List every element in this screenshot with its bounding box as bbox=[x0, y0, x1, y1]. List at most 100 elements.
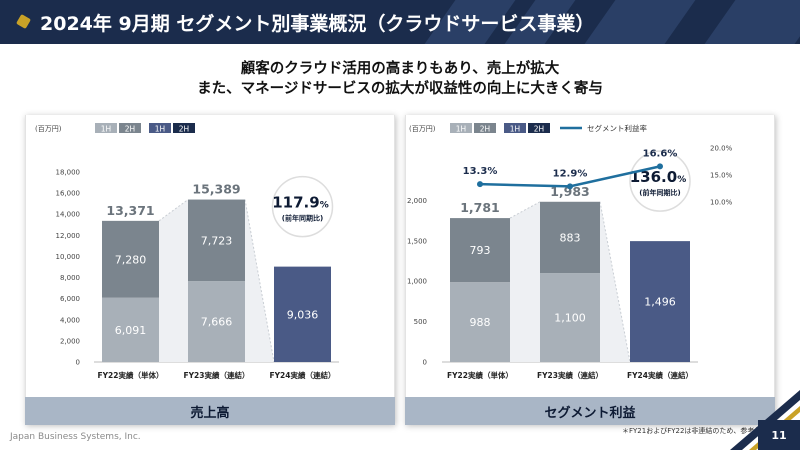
sales-connector-line bbox=[158, 199, 189, 222]
corner-decoration: 11 bbox=[730, 390, 800, 450]
profit-ytick-label: 2,000 bbox=[407, 197, 427, 205]
profit-line-legend-label: セグメント利益率 bbox=[587, 123, 647, 133]
sales-bar-1h-label: 6,091 bbox=[115, 324, 147, 337]
profit-bar-current bbox=[630, 241, 690, 362]
sales-category-label: FY24実績（連結） bbox=[270, 370, 336, 380]
legend-1h-prev-swatch bbox=[450, 123, 472, 133]
profit-ytick-label: 1,500 bbox=[407, 237, 427, 245]
sales-unit-label: (百万円) bbox=[35, 125, 62, 133]
sales-callout-bubble bbox=[271, 175, 334, 238]
sales-bar-1h bbox=[102, 297, 159, 362]
profit-category-label: FY23実績（連結） bbox=[537, 370, 603, 380]
sales-bar-2h-label: 7,723 bbox=[201, 234, 233, 247]
title-stripe bbox=[584, 0, 696, 44]
legend-2h-prev-swatch bbox=[474, 123, 496, 133]
legend-1h-prev-swatch bbox=[95, 123, 117, 133]
profit-connector-band bbox=[600, 201, 630, 362]
profit-panel: 1H 2H 1H 2H セグメント利益率 (百万円) 0 500 1,000 1,500 2,000… bbox=[405, 115, 775, 425]
profit-margin-label: 12.9% bbox=[553, 168, 588, 179]
profit-y2tick-label: 10.0% bbox=[710, 199, 733, 207]
sales-category-label: FY22実績（単体） bbox=[98, 370, 164, 380]
profit-bar-1h bbox=[450, 282, 510, 362]
legend-1h-prev-label: 1H bbox=[456, 125, 466, 134]
profit-callout-value: 136.0% bbox=[630, 168, 686, 186]
legend-2h-prev-label: 2H bbox=[480, 125, 490, 134]
profit-total-label: 1,781 bbox=[460, 200, 500, 215]
profit-margin-point bbox=[657, 163, 663, 170]
profit-bar-2h-label: 793 bbox=[470, 244, 491, 257]
profit-margin-label: 16.6% bbox=[643, 148, 678, 159]
sales-ytick-label: 4,000 bbox=[60, 316, 80, 324]
sales-ytick-label: 12,000 bbox=[56, 232, 81, 240]
sales-bar-current-label: 9,036 bbox=[287, 308, 319, 321]
profit-category-label: FY24実績（連結） bbox=[627, 370, 693, 380]
profit-category-label: FY22実績（単体） bbox=[447, 370, 513, 380]
profit-chart: 1H 2H 1H 2H セグメント利益率 (百万円) 0 500 1,000 1,500 2,000… bbox=[405, 115, 775, 397]
profit-bar-1h-label: 1,100 bbox=[554, 312, 586, 325]
sales-ytick-label: 18,000 bbox=[56, 169, 81, 177]
profit-bar-2h bbox=[450, 218, 510, 283]
profit-bar-current-label: 1,496 bbox=[644, 296, 676, 309]
sales-connector-line bbox=[244, 199, 275, 363]
company-name: Japan Business Systems, Inc. bbox=[10, 432, 141, 442]
legend-1h-prev-label: 1H bbox=[101, 125, 111, 134]
sales-connector-band bbox=[245, 199, 274, 362]
sales-ytick-label: 10,000 bbox=[56, 253, 81, 261]
sales-chart: 1H 2H 1H 2H (百万円) 0 2,000 4,000 6,000 8,000 10,000… bbox=[25, 115, 395, 397]
profit-callout-bubble bbox=[629, 150, 691, 212]
legend-1h-cur-swatch bbox=[149, 123, 171, 133]
profit-panel-label: セグメント利益 bbox=[405, 397, 775, 425]
profit-margin-point bbox=[477, 181, 483, 188]
title-bar: 2024年 9月期 セグメント別事業概況（クラウドサービス事業） bbox=[0, 0, 800, 44]
sales-ytick-label: 0 bbox=[76, 359, 80, 367]
sales-ytick-label: 14,000 bbox=[56, 211, 81, 219]
legend-2h-cur-label: 2H bbox=[179, 125, 189, 134]
title-bullet-icon bbox=[15, 13, 32, 30]
profit-connector-line bbox=[509, 201, 541, 219]
sales-bar-2h bbox=[188, 199, 245, 282]
profit-ytick-label: 500 bbox=[414, 318, 427, 326]
profit-margin-point bbox=[567, 183, 573, 190]
legend-1h-cur-label: 1H bbox=[155, 125, 165, 134]
title-stripe bbox=[704, 0, 800, 44]
profit-unit-label: (百万円) bbox=[409, 125, 436, 133]
footnote: ＊FY21およびFY22は非連結のため、参考値 bbox=[622, 427, 762, 435]
profit-y2tick-label: 20.0% bbox=[710, 145, 733, 153]
profit-ytick-label: 1,000 bbox=[407, 278, 427, 286]
sales-callout-value: 117.9% bbox=[272, 194, 328, 212]
legend-2h-prev-swatch bbox=[119, 123, 141, 133]
sales-panel: 1H 2H 1H 2H (百万円) 0 2,000 4,000 6,000 8,000 10,000… bbox=[25, 115, 395, 425]
sales-bar-2h-label: 7,280 bbox=[115, 253, 147, 266]
sales-panel-label: 売上高 bbox=[25, 397, 395, 425]
legend-1h-cur-label: 1H bbox=[510, 125, 520, 134]
sales-bar-1h bbox=[188, 281, 245, 362]
page-title: 2024年 9月期 セグメント別事業概況（クラウドサービス事業） bbox=[40, 13, 595, 35]
sales-connector-band bbox=[159, 199, 188, 362]
profit-y2tick-label: 15.0% bbox=[710, 172, 733, 180]
sales-total-label: 13,371 bbox=[106, 203, 154, 218]
legend-1h-cur-swatch bbox=[504, 123, 526, 133]
profit-total-label: 1,983 bbox=[550, 184, 590, 199]
sales-bar-2h bbox=[102, 220, 159, 298]
sales-ytick-label: 6,000 bbox=[60, 295, 80, 303]
profit-callout-sub: (前年同期比) bbox=[639, 188, 680, 197]
sales-ytick-label: 16,000 bbox=[56, 190, 81, 198]
legend-2h-cur-swatch bbox=[173, 123, 195, 133]
subtitle-line-2: また、マネージドサービスの拡大が収益性の向上に大きく寄与 bbox=[197, 81, 603, 97]
sales-bar-current bbox=[274, 266, 331, 362]
sales-ytick-label: 8,000 bbox=[60, 274, 80, 282]
profit-connector-band bbox=[510, 201, 540, 362]
profit-bar-1h bbox=[540, 273, 600, 362]
profit-connector-line bbox=[599, 201, 631, 363]
page-number: 11 bbox=[758, 420, 800, 450]
profit-bar-1h-label: 988 bbox=[470, 316, 491, 329]
legend-2h-prev-label: 2H bbox=[125, 125, 135, 134]
sales-category-label: FY23実績（連結） bbox=[184, 370, 250, 380]
legend-2h-cur-label: 2H bbox=[534, 125, 544, 134]
legend-2h-cur-swatch bbox=[528, 123, 550, 133]
subtitle-line-1: 顧客のクラウド活用の高まりもあり、売上が拡大 bbox=[240, 61, 560, 77]
profit-margin-label: 13.3% bbox=[463, 166, 498, 177]
sales-total-label: 15,389 bbox=[192, 182, 240, 197]
sales-bar-1h-label: 7,666 bbox=[201, 316, 233, 329]
